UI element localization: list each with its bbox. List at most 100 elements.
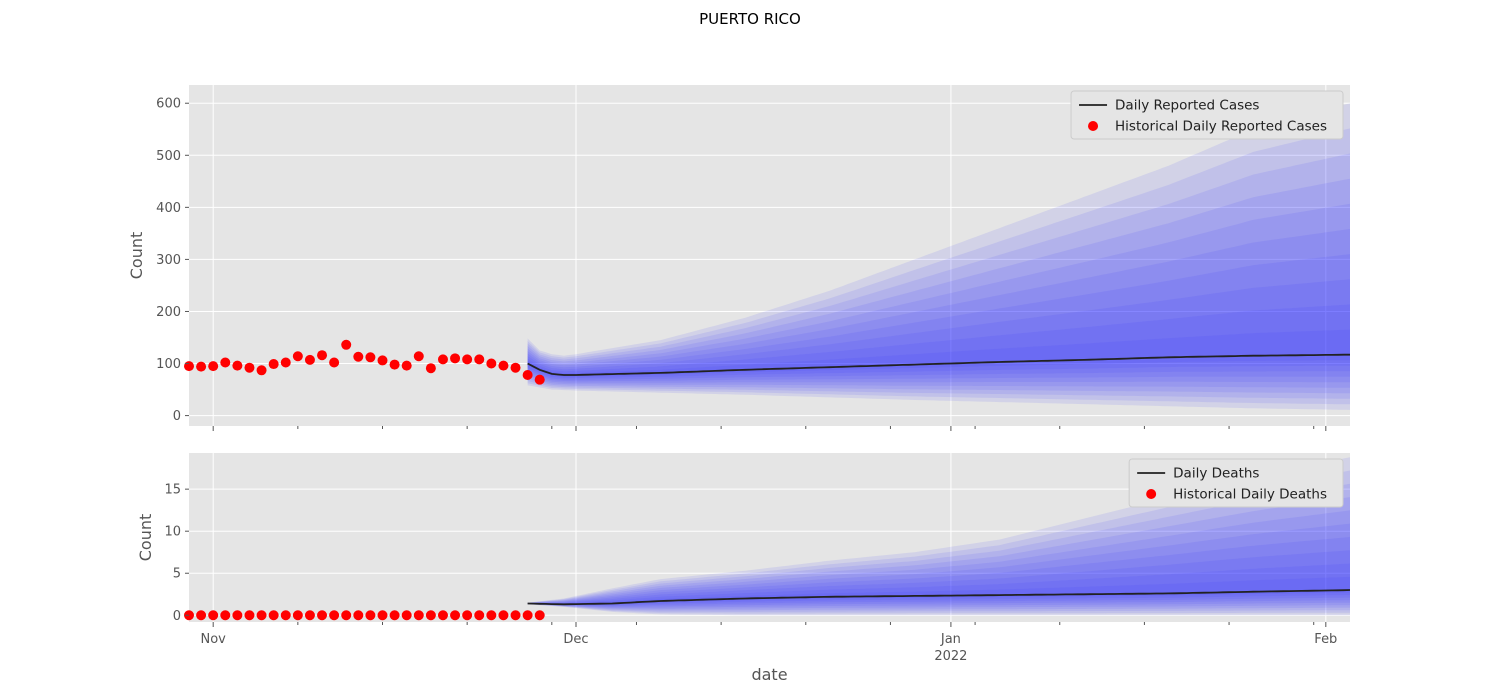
y-tick-label: 15 <box>164 483 181 498</box>
historical-point <box>510 610 521 621</box>
forecast-band <box>527 470 1350 614</box>
y-tick-label: 600 <box>156 97 181 112</box>
historical-point <box>220 357 231 368</box>
historical-point <box>292 351 303 362</box>
historical-point <box>268 610 279 621</box>
x-axis-label: date <box>751 665 787 684</box>
historical-point <box>232 360 243 371</box>
historical-point <box>353 610 364 621</box>
historical-point <box>353 351 364 362</box>
historical-point <box>317 350 328 361</box>
forecast-band <box>527 483 1350 612</box>
historical-point <box>450 353 461 364</box>
historical-point <box>329 357 340 368</box>
historical-point <box>377 610 388 621</box>
historical-point <box>377 355 388 366</box>
historical-point <box>184 361 194 372</box>
y-axis-label: Count <box>127 232 146 280</box>
forecast-band <box>527 457 1350 616</box>
historical-point <box>437 610 448 621</box>
y-tick-label: 400 <box>156 201 181 216</box>
historical-point <box>425 363 436 374</box>
legend-points-label: Historical Daily Reported Cases <box>1115 119 1327 135</box>
legend-line-label: Daily Deaths <box>1173 466 1259 482</box>
forecast-band <box>527 103 1350 410</box>
historical-point <box>401 610 412 621</box>
y-tick-label: 200 <box>156 305 181 320</box>
historical-point <box>232 610 243 621</box>
historical-point <box>413 610 424 621</box>
historical-point <box>208 610 219 621</box>
historical-point <box>256 610 267 621</box>
forecast-band <box>527 510 1350 610</box>
historical-point <box>498 610 509 621</box>
historical-point <box>425 610 436 621</box>
historical-point <box>389 359 400 370</box>
legend: Daily Deaths Historical Daily Deaths <box>1128 458 1344 508</box>
forecast-band <box>527 254 1350 382</box>
historical-point <box>534 610 545 621</box>
y-tick-label: 0 <box>173 609 181 624</box>
x-tick-label: Feb <box>1314 632 1337 647</box>
forecast-band <box>527 576 1350 605</box>
historical-point <box>522 610 533 621</box>
historical-point <box>365 610 376 621</box>
figure-title: PUERTO RICO <box>699 10 801 28</box>
legend-box <box>1128 458 1344 508</box>
y-axis-label: Count <box>136 514 155 562</box>
legend-point-swatch <box>1146 489 1157 499</box>
historical-point <box>280 357 291 368</box>
panel-bottom: 0 5 10 15 Count Daily Deaths Historical Daily … <box>136 453 1351 627</box>
historical-point <box>522 369 533 380</box>
forecast-band <box>527 203 1350 388</box>
historical-point <box>268 359 279 370</box>
historical-point <box>341 610 352 621</box>
historical-point <box>474 610 485 621</box>
forecast-band <box>527 153 1350 399</box>
x-tick-label: Dec <box>563 632 588 647</box>
historical-point <box>317 610 328 621</box>
historical-point <box>196 610 207 621</box>
historical-point <box>280 610 291 621</box>
forecast-band <box>527 550 1350 606</box>
historical-point <box>244 610 255 621</box>
historical-point <box>220 610 231 621</box>
legend-line-label: Daily Reported Cases <box>1115 98 1259 114</box>
historical-point <box>341 339 352 350</box>
historical-point <box>510 362 521 373</box>
historical-point <box>304 354 315 365</box>
legend: Daily Reported Cases Historical Daily Rep… <box>1070 90 1344 140</box>
forecast-band <box>527 304 1350 379</box>
forecast-band <box>527 228 1350 383</box>
historical-point <box>534 374 545 385</box>
x-tick-sublabel: 2022 <box>934 649 967 664</box>
y-tick-label: 500 <box>156 149 181 164</box>
historical-point <box>256 365 267 376</box>
historical-point <box>474 354 485 365</box>
historical-point <box>292 610 303 621</box>
forecast-band <box>527 536 1350 607</box>
forecast-band <box>527 497 1350 611</box>
historical-point <box>208 361 219 372</box>
historical-point <box>462 354 473 365</box>
panel-top: 0 100 200 300 400 500 600 Count Daily Reported C… <box>127 85 1350 431</box>
historical-point <box>462 610 473 621</box>
x-tick-label: Jan <box>940 632 961 647</box>
forecast-band <box>527 563 1350 606</box>
historical-point <box>413 351 424 362</box>
y-tick-label: 5 <box>173 567 181 582</box>
forecast-median-line <box>527 353 1350 376</box>
historical-point <box>401 360 412 371</box>
forecast-band <box>527 279 1350 380</box>
historical-point <box>486 610 497 621</box>
x-tick-label: Nov <box>201 632 227 647</box>
historical-point <box>329 610 340 621</box>
y-tick-label: 100 <box>156 357 181 372</box>
y-tick-label: 300 <box>156 253 181 268</box>
forecast-median-line <box>527 589 1351 606</box>
legend-points-label: Historical Daily Deaths <box>1173 487 1327 503</box>
historical-point <box>486 358 497 369</box>
historical-point <box>304 610 315 621</box>
legend-point-swatch <box>1088 121 1099 131</box>
